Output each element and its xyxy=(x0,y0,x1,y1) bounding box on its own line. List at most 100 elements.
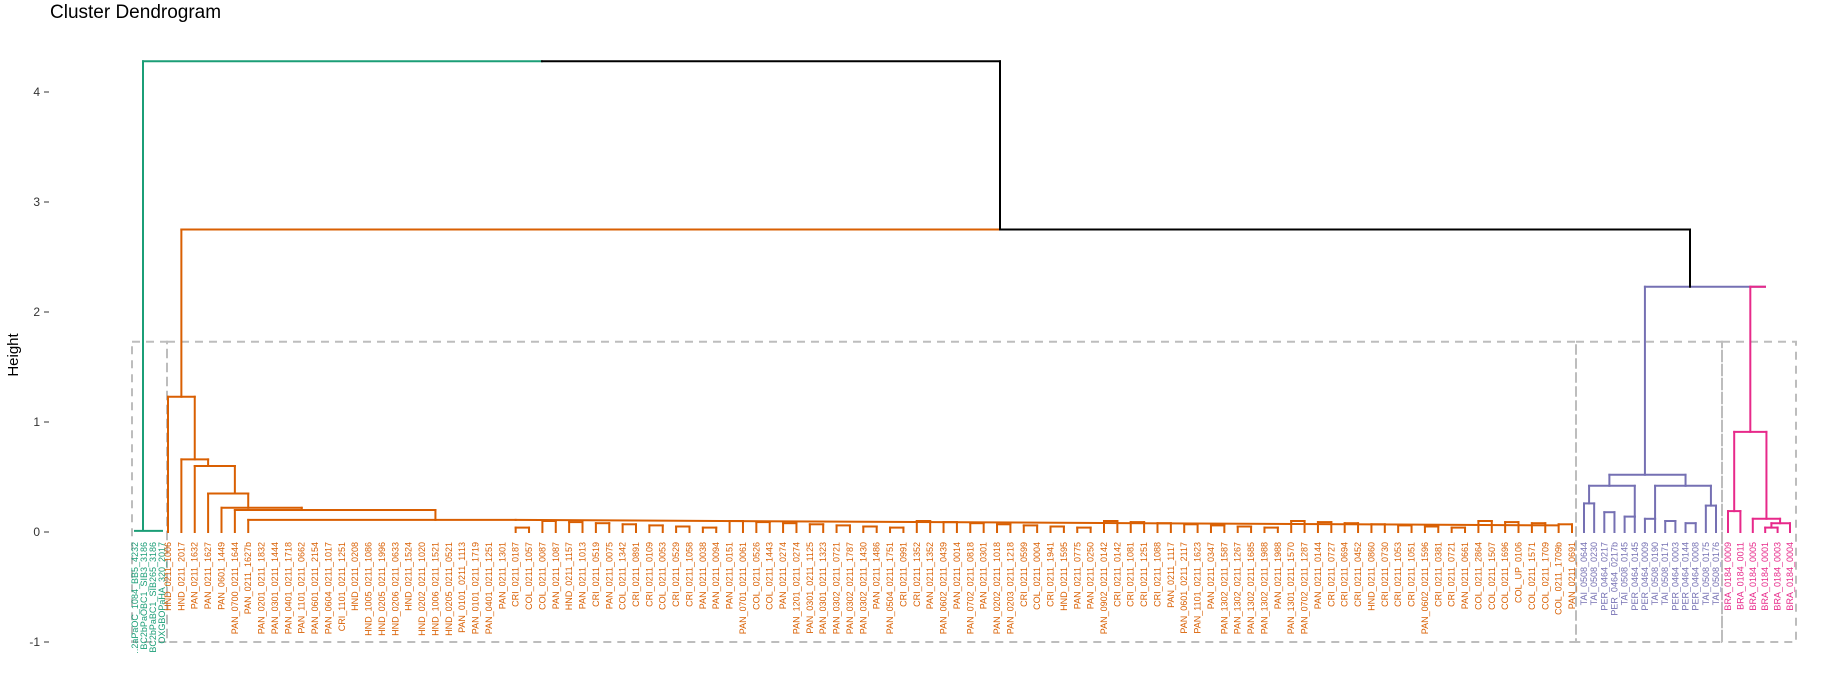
leaf-label: PAN_0601_0211_2117 xyxy=(1179,542,1189,634)
leaf-label: CRI_0211_0381 xyxy=(1433,542,1443,607)
leaf-label: HND_0205_0211_0521 xyxy=(444,542,454,636)
leaf-label: CRI_0211_0519 xyxy=(591,542,601,607)
leaf-label: PAN_0211_1087 xyxy=(551,542,561,609)
leaf-label: PER_0464_0008 xyxy=(1691,542,1701,611)
leaf-label: CRI_0211_1941 xyxy=(1046,542,1056,607)
leaf-label: PAN_0202_0211_1018 xyxy=(992,542,1002,634)
leaf-label: CRI_0211_0727 xyxy=(1326,542,1336,607)
leaf-label: CRI_0211_0109 xyxy=(644,542,654,607)
leaf-label: PAN_1302_0211_1587 xyxy=(1219,542,1229,634)
leaf-label: COL_0211_1696 xyxy=(1500,542,1510,610)
leaf-label: BRA_0184_0001 xyxy=(1760,542,1770,611)
leaf-label: COL_0211_1342 xyxy=(618,542,628,610)
leaf-label: PAN_0301_0211_1125 xyxy=(805,542,815,634)
leaf-label: COL_0211_1057 xyxy=(524,542,534,610)
leaf-label: CRI_0211_1051 xyxy=(1407,542,1417,607)
y-tick-label: 1 xyxy=(33,415,40,429)
y-axis: -1 0 1 2 3 4 xyxy=(29,85,49,649)
leaf-label: PAN_0211_0301 xyxy=(979,542,989,609)
leaf-label: COL_0211_1709b xyxy=(1554,542,1564,615)
chart-title: Cluster Dendrogram xyxy=(50,2,222,23)
leaf-label: PAN_0211_0094 xyxy=(711,542,721,609)
leaf-label: PAN_0902_0211_0142 xyxy=(1099,542,1109,634)
leaf-label: PAN_0211_1486 xyxy=(872,542,882,609)
leaf-label: COL_UP_0106 xyxy=(1514,542,1524,603)
leaf-label: PAN_1301_0211_1570 xyxy=(1286,542,1296,634)
leaf-label: PAN_0700_0211_1644 xyxy=(230,542,240,634)
leaf-label: PAN_0211_1301 xyxy=(497,542,507,609)
leaf-label: CRI_0211_1053 xyxy=(1393,542,1403,607)
leaf-label: BRA_0184_0004 xyxy=(1785,542,1795,611)
leaf-label: COL_0211_0004 xyxy=(1032,542,1042,610)
leaf-label: BRA_0184_0003 xyxy=(1773,542,1783,611)
leaf-label: TAI_0508_0190 xyxy=(1650,542,1660,605)
leaf-label: COL_0211_0053 xyxy=(658,542,668,610)
leaf-label: PAN_0301_0211_1444 xyxy=(270,542,280,634)
leaf-label: OXGBOPaHA_320_2017 xyxy=(157,542,167,644)
dendrogram-branches xyxy=(134,60,1791,533)
leaf-label: CRI_0211_1251 xyxy=(1139,542,1149,607)
leaf-label: HND_0211_1006 xyxy=(163,542,173,611)
leaf-label: PAN_0101_0211_1719 xyxy=(471,542,481,634)
leaf-label: HND_0202_0211_1020 xyxy=(417,542,427,636)
leaf-label: TAI_0508_0175 xyxy=(1701,542,1711,605)
leaf-label: PAN_0101_0211_1113 xyxy=(457,542,467,633)
leaf-label: PAN_0211_0038 xyxy=(698,542,708,609)
leaf-label: PAN_0211_0250 xyxy=(1086,542,1096,609)
leaf-label: PAN_0702_0211_0818 xyxy=(965,542,975,634)
leaf-label: PAN_0604_0211_1017 xyxy=(323,542,333,634)
leaf-label: PAN_0211_0775 xyxy=(1072,542,1082,609)
leaf-label: COL_0211_0087 xyxy=(537,542,547,610)
y-tick-label: 0 xyxy=(33,525,40,539)
leaf-label: PAN_0701_0211_0061 xyxy=(738,542,748,634)
branch-segment xyxy=(514,518,1560,527)
cluster-rectangle xyxy=(1575,340,1723,643)
leaf-label: HND_0211_2017 xyxy=(176,542,186,611)
cluster-rectangle xyxy=(1721,340,1797,643)
leaf-label: PER_0464_0217 xyxy=(1599,542,1609,611)
leaf-label: HND_0211_1524 xyxy=(404,542,414,611)
leaf-label: BRA_0184_0011 xyxy=(1735,542,1745,610)
leaf-label: PER_0464_0003 xyxy=(1670,542,1680,611)
leaf-label: PAN_0702_0211_1287 xyxy=(1300,542,1310,634)
leaf-label: PAN_1201_0211_0274 xyxy=(791,542,801,634)
leaf-label: ..2aPaOC_1084_BB5_4232 xyxy=(130,542,140,654)
leaf-label: PAN_1101_0211_1623 xyxy=(1193,542,1203,634)
leaf-label: PER_0464_0145 xyxy=(1630,542,1640,611)
leaf-label: PAN_0602_0211_0439 xyxy=(939,542,949,634)
leaf-label: PAN_0302_0211_0721 xyxy=(832,542,842,634)
leaf-label: PAN_0211_1117 xyxy=(1166,542,1176,608)
leaf-label: PAN_0203_0211_1218 xyxy=(1005,542,1015,634)
y-tick-label: -1 xyxy=(29,635,40,649)
leaf-label: PAN_0301_0211_1323 xyxy=(818,542,828,634)
leaf-label: PAN_0601_0211_2154 xyxy=(310,542,320,634)
leaf-label: TAI_0508_0176 xyxy=(1711,542,1721,605)
leaf-label: COL_0211_1507 xyxy=(1487,542,1497,610)
leaf-labels: ..2aPaOC_1084_BB5_4232 BC2bPaOBC1_SIB3_31… xyxy=(130,542,1795,654)
leaf-label: CRI_0211_0142 xyxy=(1112,542,1122,607)
leaf-label: BRA_0184_0009 xyxy=(1723,542,1733,611)
leaf-label: COL_0211_0526 xyxy=(751,542,761,610)
leaf-label: CRI_0211_0730 xyxy=(1380,542,1390,607)
leaf-label: PAN_0211_0014 xyxy=(952,542,962,609)
leaf-label: PAN_0211_0691 xyxy=(1567,542,1577,609)
leaf-label: TAI_0508_0644 xyxy=(1579,542,1589,605)
leaf-label: PAN_0401_0211_1718 xyxy=(283,542,293,634)
leaf-label: CRI_0211_0721 xyxy=(1447,542,1457,607)
leaf-label: CRI_0211_1352 xyxy=(912,542,922,607)
leaf-label: HND_0211_1595 xyxy=(1059,542,1069,611)
y-tick-label: 4 xyxy=(33,85,40,99)
leaf-label: BC2bPaOBC1_SIB3_3186 xyxy=(139,542,149,650)
leaf-label: PER_0464_0009 xyxy=(1640,542,1650,611)
leaf-label: HND_0205_0211_1996 xyxy=(377,542,387,636)
leaf-label: PAN_0602_0211_1596 xyxy=(1420,542,1430,634)
leaf-label: PAN_0211_1988 xyxy=(1273,542,1283,609)
leaf-label: CRI_0211_0599 xyxy=(1019,542,1029,607)
leaf-label: TAI_0508_0171 xyxy=(1660,542,1670,605)
leaf-label: PAN_1302_0211_1685 xyxy=(1246,542,1256,634)
leaf-label: PAN_0211_0661 xyxy=(1460,542,1470,609)
leaf-label: PAN_0504_0211_1751 xyxy=(885,542,895,634)
leaf-label: PAN_0211_0347 xyxy=(1206,542,1216,609)
leaf-label: HND_0211_1157 xyxy=(564,542,574,610)
leaf-label: CRI_0211_0991 xyxy=(898,542,908,607)
